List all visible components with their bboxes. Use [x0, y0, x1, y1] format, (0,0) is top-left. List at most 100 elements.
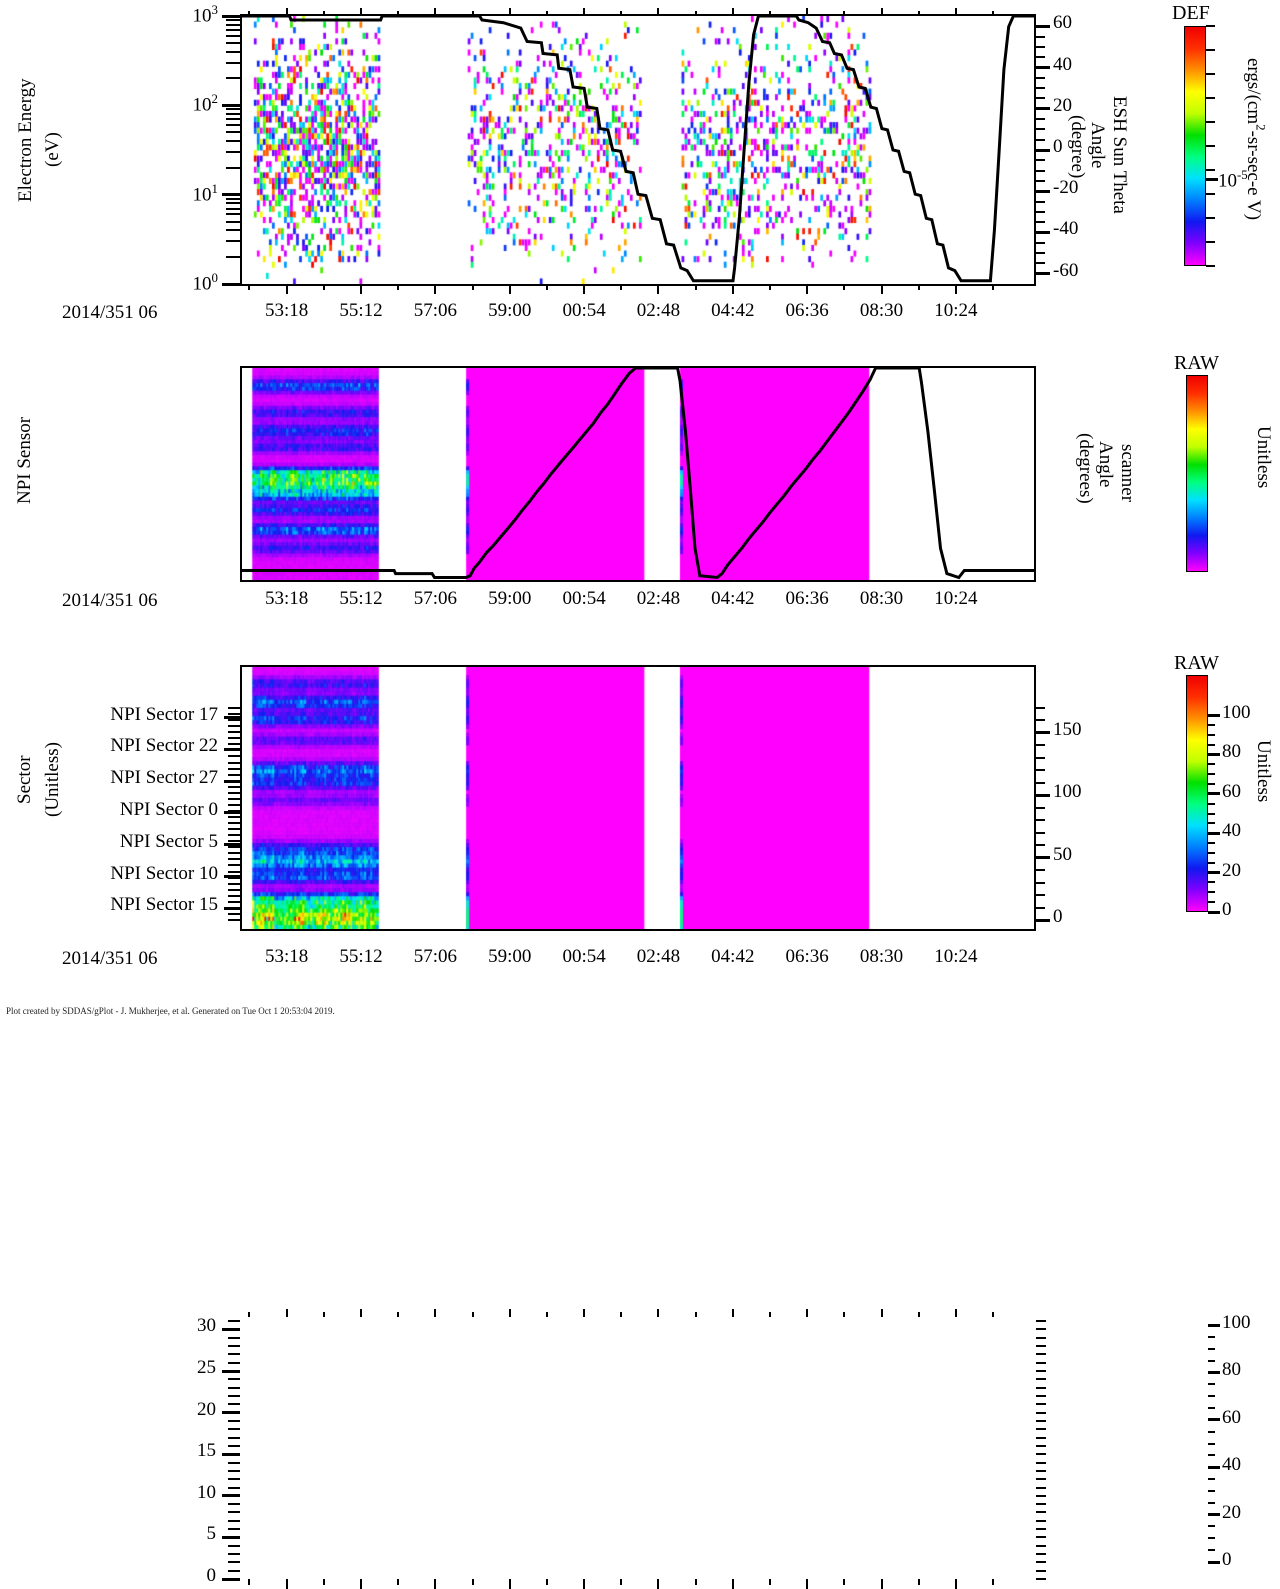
axis-tick: [1036, 1561, 1046, 1564]
axis-tick: [545, 1312, 548, 1317]
axis-tick: [1208, 1525, 1215, 1528]
axis-tick: [1208, 812, 1215, 815]
axis-tick: [1036, 1361, 1046, 1364]
axis-tick: [1036, 97, 1045, 100]
panel1-x-tick-label: 08:30: [859, 300, 904, 321]
axis-tick: [222, 1411, 240, 1415]
axis-tick-label: 0: [1222, 1549, 1232, 1570]
axis-tick: [620, 284, 623, 290]
axis-tick: [1208, 881, 1215, 884]
axis-tick: [1036, 221, 1045, 224]
axis-tick: [226, 23, 240, 26]
axis-tick: [1036, 76, 1045, 79]
axis-tick: [228, 1544, 240, 1547]
axis-tick: [1036, 107, 1050, 111]
panel1-right-axis-unit-2: (degree): [1066, 105, 1088, 189]
axis-tick-label: 102: [192, 91, 218, 116]
axis-tick: [1206, 49, 1215, 51]
axis-tick: [917, 284, 920, 290]
axis-tick: [1036, 138, 1045, 141]
axis-tick-label: 30: [197, 1315, 216, 1337]
axis-tick: [545, 284, 548, 290]
axis-tick: [228, 1519, 240, 1522]
axis-tick: [1206, 241, 1215, 243]
panel2-right-axis-unit-1: Angle: [1094, 428, 1116, 500]
axis-tick: [434, 1579, 437, 1589]
axis-tick: [1208, 1560, 1220, 1564]
axis-tick: [1036, 35, 1045, 38]
panel1-plot-frame: [240, 14, 1036, 286]
axis-tick: [1036, 731, 1050, 735]
axis-tick: [397, 1579, 400, 1585]
panel2-x-tick-label: 53:18: [264, 588, 309, 609]
axis-tick: [1036, 1528, 1046, 1531]
figure-footer-text: Plot created by SDDAS/gPlot - J. Mukherj…: [6, 1006, 335, 1016]
panel3-x-tick-label: 00:54: [562, 946, 606, 967]
axis-tick: [1036, 806, 1045, 809]
axis-tick: [228, 919, 240, 921]
axis-tick: [1036, 1461, 1046, 1464]
axis-tick: [1036, 894, 1045, 897]
axis-tick-label: NPI Sector 17: [110, 703, 218, 725]
panel3-x-tick-label: 04:42: [711, 946, 755, 967]
axis-tick: [228, 1486, 240, 1489]
axis-tick: [397, 284, 400, 290]
axis-tick: [228, 882, 240, 885]
axis-tick: [228, 725, 240, 728]
axis-tick: [359, 1579, 362, 1589]
axis-tick: [1036, 1578, 1046, 1580]
axis-tick: [1036, 1353, 1046, 1356]
axis-tick: [954, 1579, 957, 1589]
axis-tick: [1208, 831, 1220, 835]
axis-tick: [228, 773, 240, 776]
axis-tick: [1208, 1501, 1215, 1504]
axis-tick: [228, 719, 240, 722]
axis-tick: [1208, 1465, 1220, 1469]
panel2-colorbar-unit: Unitless: [1252, 426, 1274, 526]
axis-tick-label: 40: [1222, 820, 1241, 842]
axis-tick: [248, 1579, 251, 1585]
axis-tick: [228, 888, 240, 891]
axis-tick: [285, 284, 288, 294]
axis-tick: [1036, 210, 1045, 213]
panel1-line-overlay: [242, 16, 1034, 283]
axis-tick: [228, 828, 240, 831]
axis-tick: [1206, 178, 1218, 182]
panel3-y-axis-title-text: Sector: [14, 755, 35, 805]
axis-tick: [1208, 891, 1215, 894]
panel1-x-tick-label: 06:36: [785, 300, 829, 321]
axis-tick: [1036, 1444, 1046, 1447]
axis-tick-label: 0: [206, 1565, 217, 1586]
axis-tick: [1036, 1469, 1046, 1472]
axis-tick: [228, 767, 240, 770]
axis-tick: [471, 1579, 474, 1585]
axis-tick: [226, 41, 240, 44]
panel1-x-tick-label: 02:48: [636, 300, 681, 321]
axis-tick: [224, 875, 240, 879]
axis-tick: [228, 1386, 240, 1389]
axis-tick: [1036, 1428, 1046, 1431]
axis-tick-label: 100: [192, 270, 218, 295]
panel1-colorbar-unit-post: -sr-sec-e V): [1243, 130, 1264, 221]
axis-tick: [1036, 819, 1045, 822]
panel3-colorbar-unit: Unitless: [1252, 740, 1274, 850]
axis-tick: [228, 707, 240, 709]
panel2-time-origin-text: 2014/351 06: [62, 590, 158, 611]
panel3-x-tick-label: 06:36: [785, 946, 829, 967]
axis-tick: [583, 1579, 586, 1589]
axis-tick: [226, 108, 240, 111]
axis-tick: [1208, 1489, 1215, 1492]
panel3-x-tick-label: 53:18: [264, 946, 309, 967]
axis-tick: [228, 1569, 240, 1572]
axis-tick: [694, 11, 697, 16]
panel1-y-axis-unit-text: (eV): [42, 132, 63, 168]
panel3-x-tick-label: 02:48: [636, 946, 681, 967]
axis-tick: [1206, 169, 1215, 171]
axis-tick-label: 100: [1222, 1312, 1251, 1333]
axis-tick: [583, 284, 586, 294]
panel2-colorbar-unit-text: Unitless: [1253, 426, 1274, 489]
axis-tick: [1208, 1323, 1220, 1327]
axis-tick: [228, 1503, 240, 1506]
axis-tick: [1036, 262, 1045, 265]
axis-tick: [226, 34, 240, 37]
